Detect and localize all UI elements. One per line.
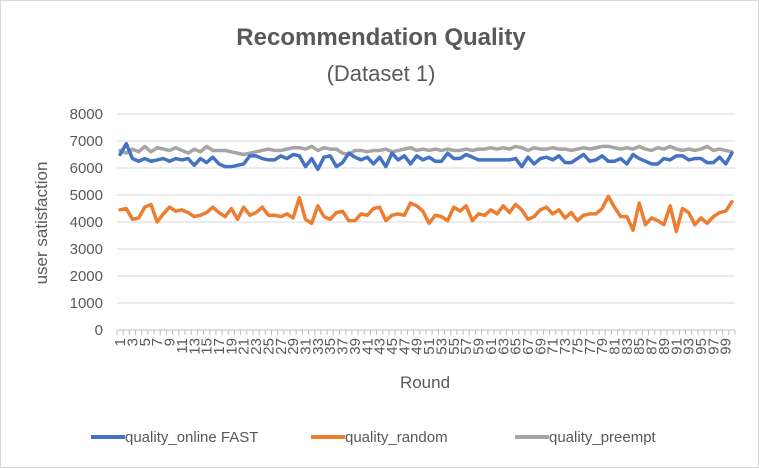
x-tick-label: 1 <box>112 338 129 346</box>
x-tick-label: 53 <box>433 338 450 355</box>
x-tick-label: 31 <box>297 338 314 355</box>
x-tick-label: 95 <box>693 338 710 355</box>
x-tick-label: 17 <box>211 338 228 355</box>
series-lines <box>118 141 734 234</box>
x-tick-label: 79 <box>594 338 611 355</box>
x-tick-label: 97 <box>705 338 722 355</box>
x-tick-label: 13 <box>186 338 203 355</box>
x-tick-label: 25 <box>260 338 277 355</box>
x-axis-title: Round <box>400 373 450 392</box>
x-tick-label: 59 <box>471 338 488 355</box>
x-tick-label: 37 <box>335 338 352 355</box>
x-tick-label: 87 <box>644 338 661 355</box>
x-tick-label: 73 <box>557 338 574 355</box>
x-tick-label: 23 <box>248 338 265 355</box>
y-tick-label: 4000 <box>70 214 103 231</box>
x-tick-label: 75 <box>569 338 586 355</box>
x-tick-label: 65 <box>508 338 525 355</box>
x-tick-label: 91 <box>668 338 685 355</box>
legend: quality_online FAST quality_random quality… <box>91 429 657 446</box>
x-tick-label: 39 <box>347 338 364 355</box>
series-line-quality-preempt <box>118 144 734 157</box>
x-tick-label: 41 <box>359 338 376 355</box>
y-axis-title: user satisfaction <box>32 162 51 285</box>
x-tick-label: 29 <box>285 338 302 355</box>
x-tick-label: 15 <box>199 338 216 355</box>
x-tick-label: 63 <box>495 338 512 355</box>
y-tick-label: 0 <box>95 322 103 339</box>
y-axis-ticks: 0 1000 2000 3000 4000 5000 6000 7000 8000 <box>70 106 103 339</box>
x-tick-label: 81 <box>606 338 623 355</box>
y-tick-label: 2000 <box>70 268 103 285</box>
legend-label: quality_online FAST <box>125 429 258 446</box>
x-tick-label: 11 <box>174 338 191 354</box>
y-tick-label: 7000 <box>70 133 103 150</box>
x-tick-label: 61 <box>483 338 500 355</box>
x-tick-label: 83 <box>619 338 636 355</box>
y-tick-label: 3000 <box>70 241 103 258</box>
x-tick-label: 93 <box>681 338 698 355</box>
x-tick-label: 33 <box>310 338 327 355</box>
y-tick-label: 1000 <box>70 295 103 312</box>
chart-title: Recommendation Quality <box>236 24 526 51</box>
x-tick-label: 85 <box>631 338 648 355</box>
x-tick-label: 27 <box>273 338 290 355</box>
legend-label: quality_preempt <box>549 429 657 446</box>
x-tick-label: 21 <box>236 338 253 355</box>
x-tick-label: 55 <box>446 338 463 355</box>
y-tick-label: 5000 <box>70 187 103 204</box>
x-tick-label: 77 <box>582 338 599 355</box>
legend-label: quality_random <box>345 429 448 446</box>
series-line-quality-online-fast <box>118 141 734 172</box>
x-tick-label: 67 <box>520 338 537 355</box>
x-tick-label: 49 <box>409 338 426 355</box>
x-tick-label: 45 <box>384 338 401 355</box>
x-tick-label: 69 <box>532 338 549 355</box>
gridlines <box>117 113 735 304</box>
x-tick-label: 7 <box>149 338 166 346</box>
x-tick-label: 51 <box>421 338 438 355</box>
x-tick-label: 3 <box>124 338 141 346</box>
x-tick-label: 57 <box>458 338 475 355</box>
x-tick-label: 89 <box>656 338 673 355</box>
x-axis: 1357911131517192123252729313335373941434… <box>112 329 736 355</box>
x-tick-label: 47 <box>396 338 413 355</box>
y-tick-label: 6000 <box>70 160 103 177</box>
x-tick-label: 9 <box>162 338 179 346</box>
y-tick-label: 8000 <box>70 106 103 123</box>
x-tick-label: 43 <box>372 338 389 355</box>
series-line-quality-random <box>118 194 734 234</box>
x-tick-label: 99 <box>718 338 735 355</box>
x-tick-label: 35 <box>322 338 339 355</box>
x-tick-label: 5 <box>137 338 154 346</box>
x-tick-label: 71 <box>545 338 562 355</box>
chart-subtitle: (Dataset 1) <box>327 61 436 86</box>
x-tick-label: 19 <box>223 338 240 355</box>
